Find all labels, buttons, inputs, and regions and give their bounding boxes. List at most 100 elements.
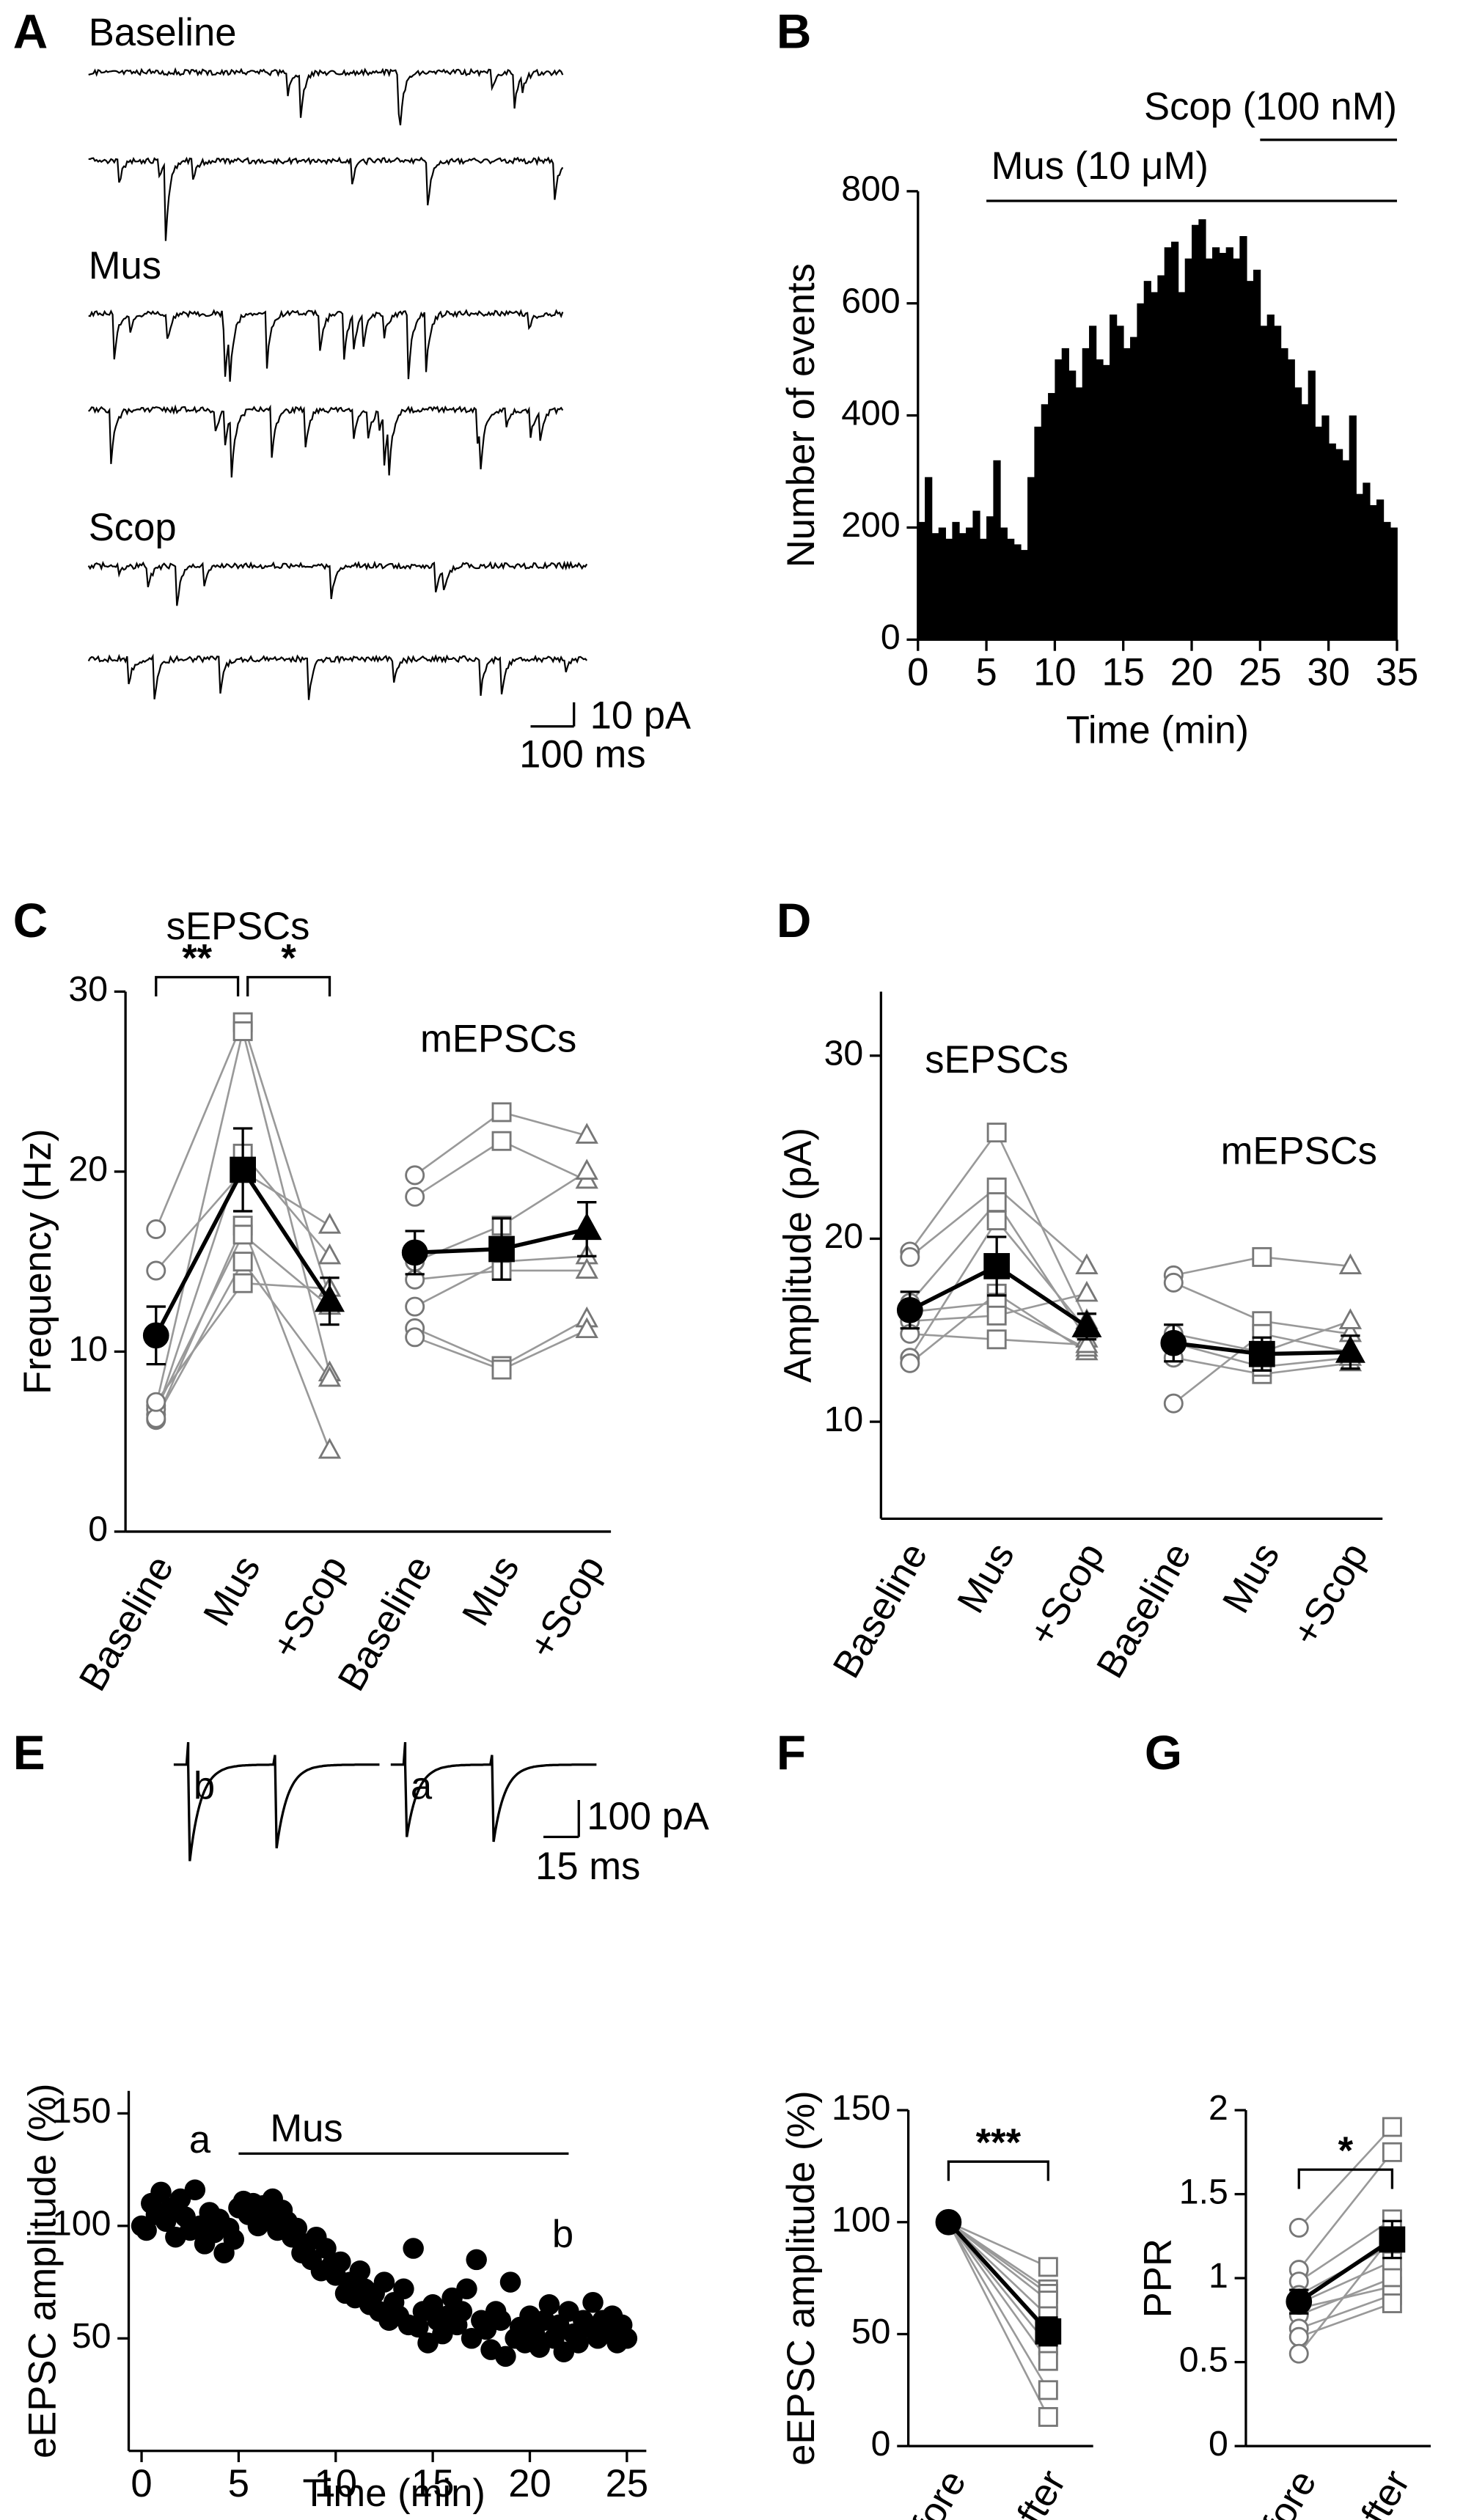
x-tick-label: Before [880,2463,975,2520]
y-axis-label: eEPSC amplitude (%) [21,2083,64,2458]
x-tick-label: 5 [228,2462,249,2505]
significance-label: * [281,937,296,980]
annotation: Mus (10 μM) [991,144,1209,188]
cell-point [318,1243,342,1265]
bar [1048,393,1056,640]
bar [1020,550,1028,640]
x-tick-label: 10 [1033,651,1077,694]
cell-point [1288,2217,1309,2238]
cell-point [146,1260,166,1281]
cell-point [1163,1272,1184,1293]
mean-point [401,1239,428,1266]
cell-point [1075,1253,1099,1274]
point [490,2310,512,2332]
bar [1328,443,1336,640]
bar [1219,252,1227,640]
bar [1233,258,1241,640]
cell-point [900,1246,920,1267]
mean-point [1071,1309,1102,1337]
y-axis-label: Frequency (Hz) [16,1128,59,1394]
bar [1102,364,1110,640]
scale-bar-label: 100 pA [587,1795,709,1838]
bar [1301,404,1309,640]
x-tick-label: 30 [1307,651,1350,694]
cell-point [1382,2268,1402,2288]
point [456,2278,477,2300]
bar [1349,415,1357,640]
x-tick-label: 15 [1101,651,1145,694]
y-tick-label: 50 [72,2316,111,2356]
point [349,2260,371,2282]
y-tick-label: 1.5 [1179,2172,1228,2211]
bar [1034,426,1042,640]
panel-label: A [13,4,48,59]
trace [88,309,564,382]
point [286,2217,308,2239]
point [150,2181,172,2203]
bar [1287,359,1295,640]
cell-point [491,1131,512,1151]
bar [1089,326,1097,640]
point [408,2316,429,2338]
bar [1205,258,1213,640]
bar [1260,326,1268,640]
cell-point [575,1257,598,1279]
cell-line [947,2222,1049,2418]
bar [1390,527,1398,640]
x-tick-label: 10 [315,2462,358,2505]
point [451,2301,473,2322]
bar [1055,359,1063,640]
x-tick-label: 0 [131,2462,152,2505]
cell-point [232,1252,253,1272]
bar [1157,275,1165,640]
point [393,2278,414,2300]
cell-point [1075,1280,1099,1302]
point [582,2291,604,2313]
bar [979,538,987,640]
mean-point [896,1296,923,1323]
point [538,2294,560,2315]
y-tick-label: 200 [841,505,900,545]
cell-point [986,1123,1007,1143]
cell-point [1038,2257,1058,2277]
inset-label: a [411,1765,433,1808]
mean-line [947,2220,1050,2333]
bar [1266,315,1275,640]
y-axis-label: PPR [1137,2238,1180,2318]
panel-label: E [13,1725,45,1779]
bar [1198,219,1206,640]
annotation: Scop (100 nM) [1144,85,1397,128]
mean-point [1379,2226,1406,2253]
cell-point [575,1158,598,1180]
bar [1192,224,1200,640]
cell-point [1288,2343,1309,2364]
x-tick-label: 25 [1239,651,1282,694]
bar [1184,258,1192,640]
x-tick-label: Baseline [70,1549,182,1698]
point [422,2294,444,2315]
cell-point [1338,1253,1363,1274]
cell-point [405,1327,425,1348]
cell-point [318,1213,342,1234]
cell-point [405,1186,425,1207]
bar [1143,281,1151,640]
y-tick-label: 600 [841,281,900,320]
cell-point [232,1224,253,1245]
group-label: mEPSCs [420,1017,576,1060]
point [466,2249,487,2271]
point [495,2345,516,2367]
point [568,2332,589,2354]
y-tick-label: 0.5 [1179,2340,1228,2379]
mean-point [315,1285,345,1312]
cell-line [1298,2218,1393,2282]
x-tick-label: +Scop [520,1549,612,1666]
y-tick-label: 2 [1209,2088,1228,2128]
cell-point [232,1273,253,1293]
cell-point [146,1219,166,1239]
trace [88,155,564,241]
mean-line [1297,2238,1393,2304]
bar [1164,247,1172,640]
condition-label: Scop [89,506,177,549]
bar [1178,292,1186,640]
